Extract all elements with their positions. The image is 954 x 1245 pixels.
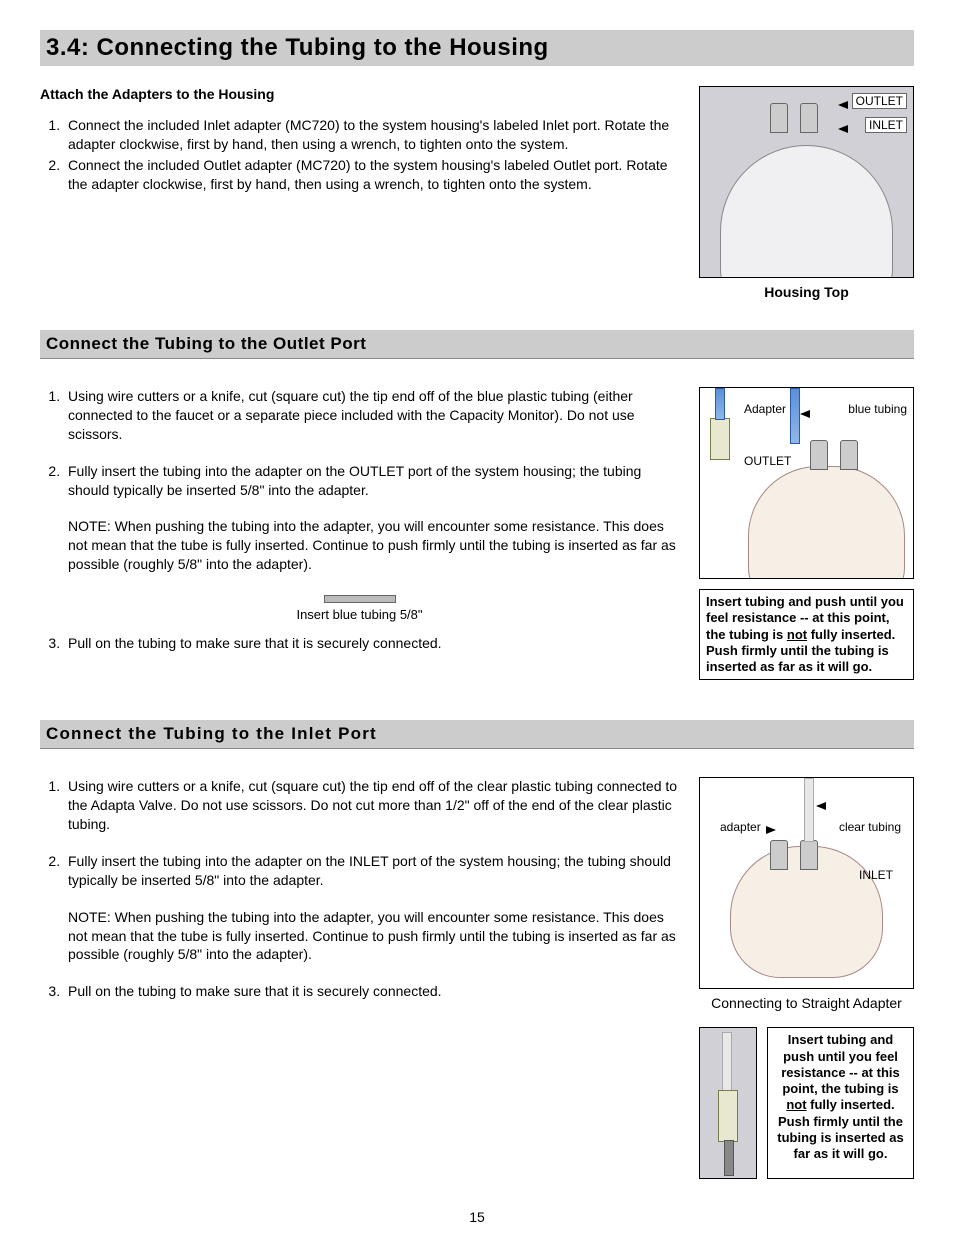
figure-small-adapter <box>699 1027 757 1179</box>
fig1-inlet-label: INLET <box>865 117 907 133</box>
section3-heading: Connect the Tubing to the Inlet Port <box>40 720 914 749</box>
section2-note: NOTE: When pushing the tubing into the a… <box>68 517 679 574</box>
fig3-caption: Connecting to Straight Adapter <box>699 995 914 1011</box>
fig2-adapter-label: Adapter <box>744 402 786 416</box>
section2-helper-text: Insert blue tubing 5/8" <box>296 607 422 622</box>
section1-title: Attach the Adapters to the Housing <box>40 86 679 102</box>
section2-item3: Pull on the tubing to make sure that it … <box>64 634 679 653</box>
fig3-note: Insert tubing and push until you feel re… <box>767 1027 914 1179</box>
section1-item: Connect the included Inlet adapter (MC72… <box>64 116 679 154</box>
fig3-tubing-label: clear tubing <box>839 820 901 834</box>
fig2-tubing-label: blue tubing <box>848 402 907 416</box>
page-number: 15 <box>40 1209 914 1225</box>
figure-outlet-insert: Adapter blue tubing OUTLET <box>699 387 914 579</box>
figure-inlet-insert: adapter clear tubing INLET <box>699 777 914 989</box>
fig3-note-a: Insert tubing and push until you feel re… <box>781 1032 900 1096</box>
section2-item: Using wire cutters or a knife, cut (squa… <box>64 387 679 444</box>
fig2-note: Insert tubing and push until you feel re… <box>699 589 914 680</box>
section3-item3: Pull on the tubing to make sure that it … <box>64 982 679 1001</box>
section2-item: Fully insert the tubing into the adapter… <box>64 462 679 500</box>
fig1-caption: Housing Top <box>699 284 914 300</box>
section3-item: Fully insert the tubing into the adapter… <box>64 852 679 890</box>
section3-note: NOTE: When pushing the tubing into the a… <box>68 908 679 965</box>
fig3-inlet-label: INLET <box>859 868 893 882</box>
fig3-note-not: not <box>786 1097 806 1112</box>
main-heading: 3.4: Connecting the Tubing to the Housin… <box>40 30 914 66</box>
section3-item: Using wire cutters or a knife, cut (squa… <box>64 777 679 834</box>
fig1-outlet-label: OUTLET <box>852 93 907 109</box>
figure-housing-top: OUTLET INLET <box>699 86 914 278</box>
fig2-outlet-label: OUTLET <box>744 454 791 468</box>
fig3-adapter-label: adapter <box>720 820 761 834</box>
fig2-note-not: not <box>787 627 807 642</box>
section2-helper: Insert blue tubing 5/8" <box>40 592 679 622</box>
section1-item: Connect the included Outlet adapter (MC7… <box>64 156 679 194</box>
section2-heading: Connect the Tubing to the Outlet Port <box>40 330 914 359</box>
